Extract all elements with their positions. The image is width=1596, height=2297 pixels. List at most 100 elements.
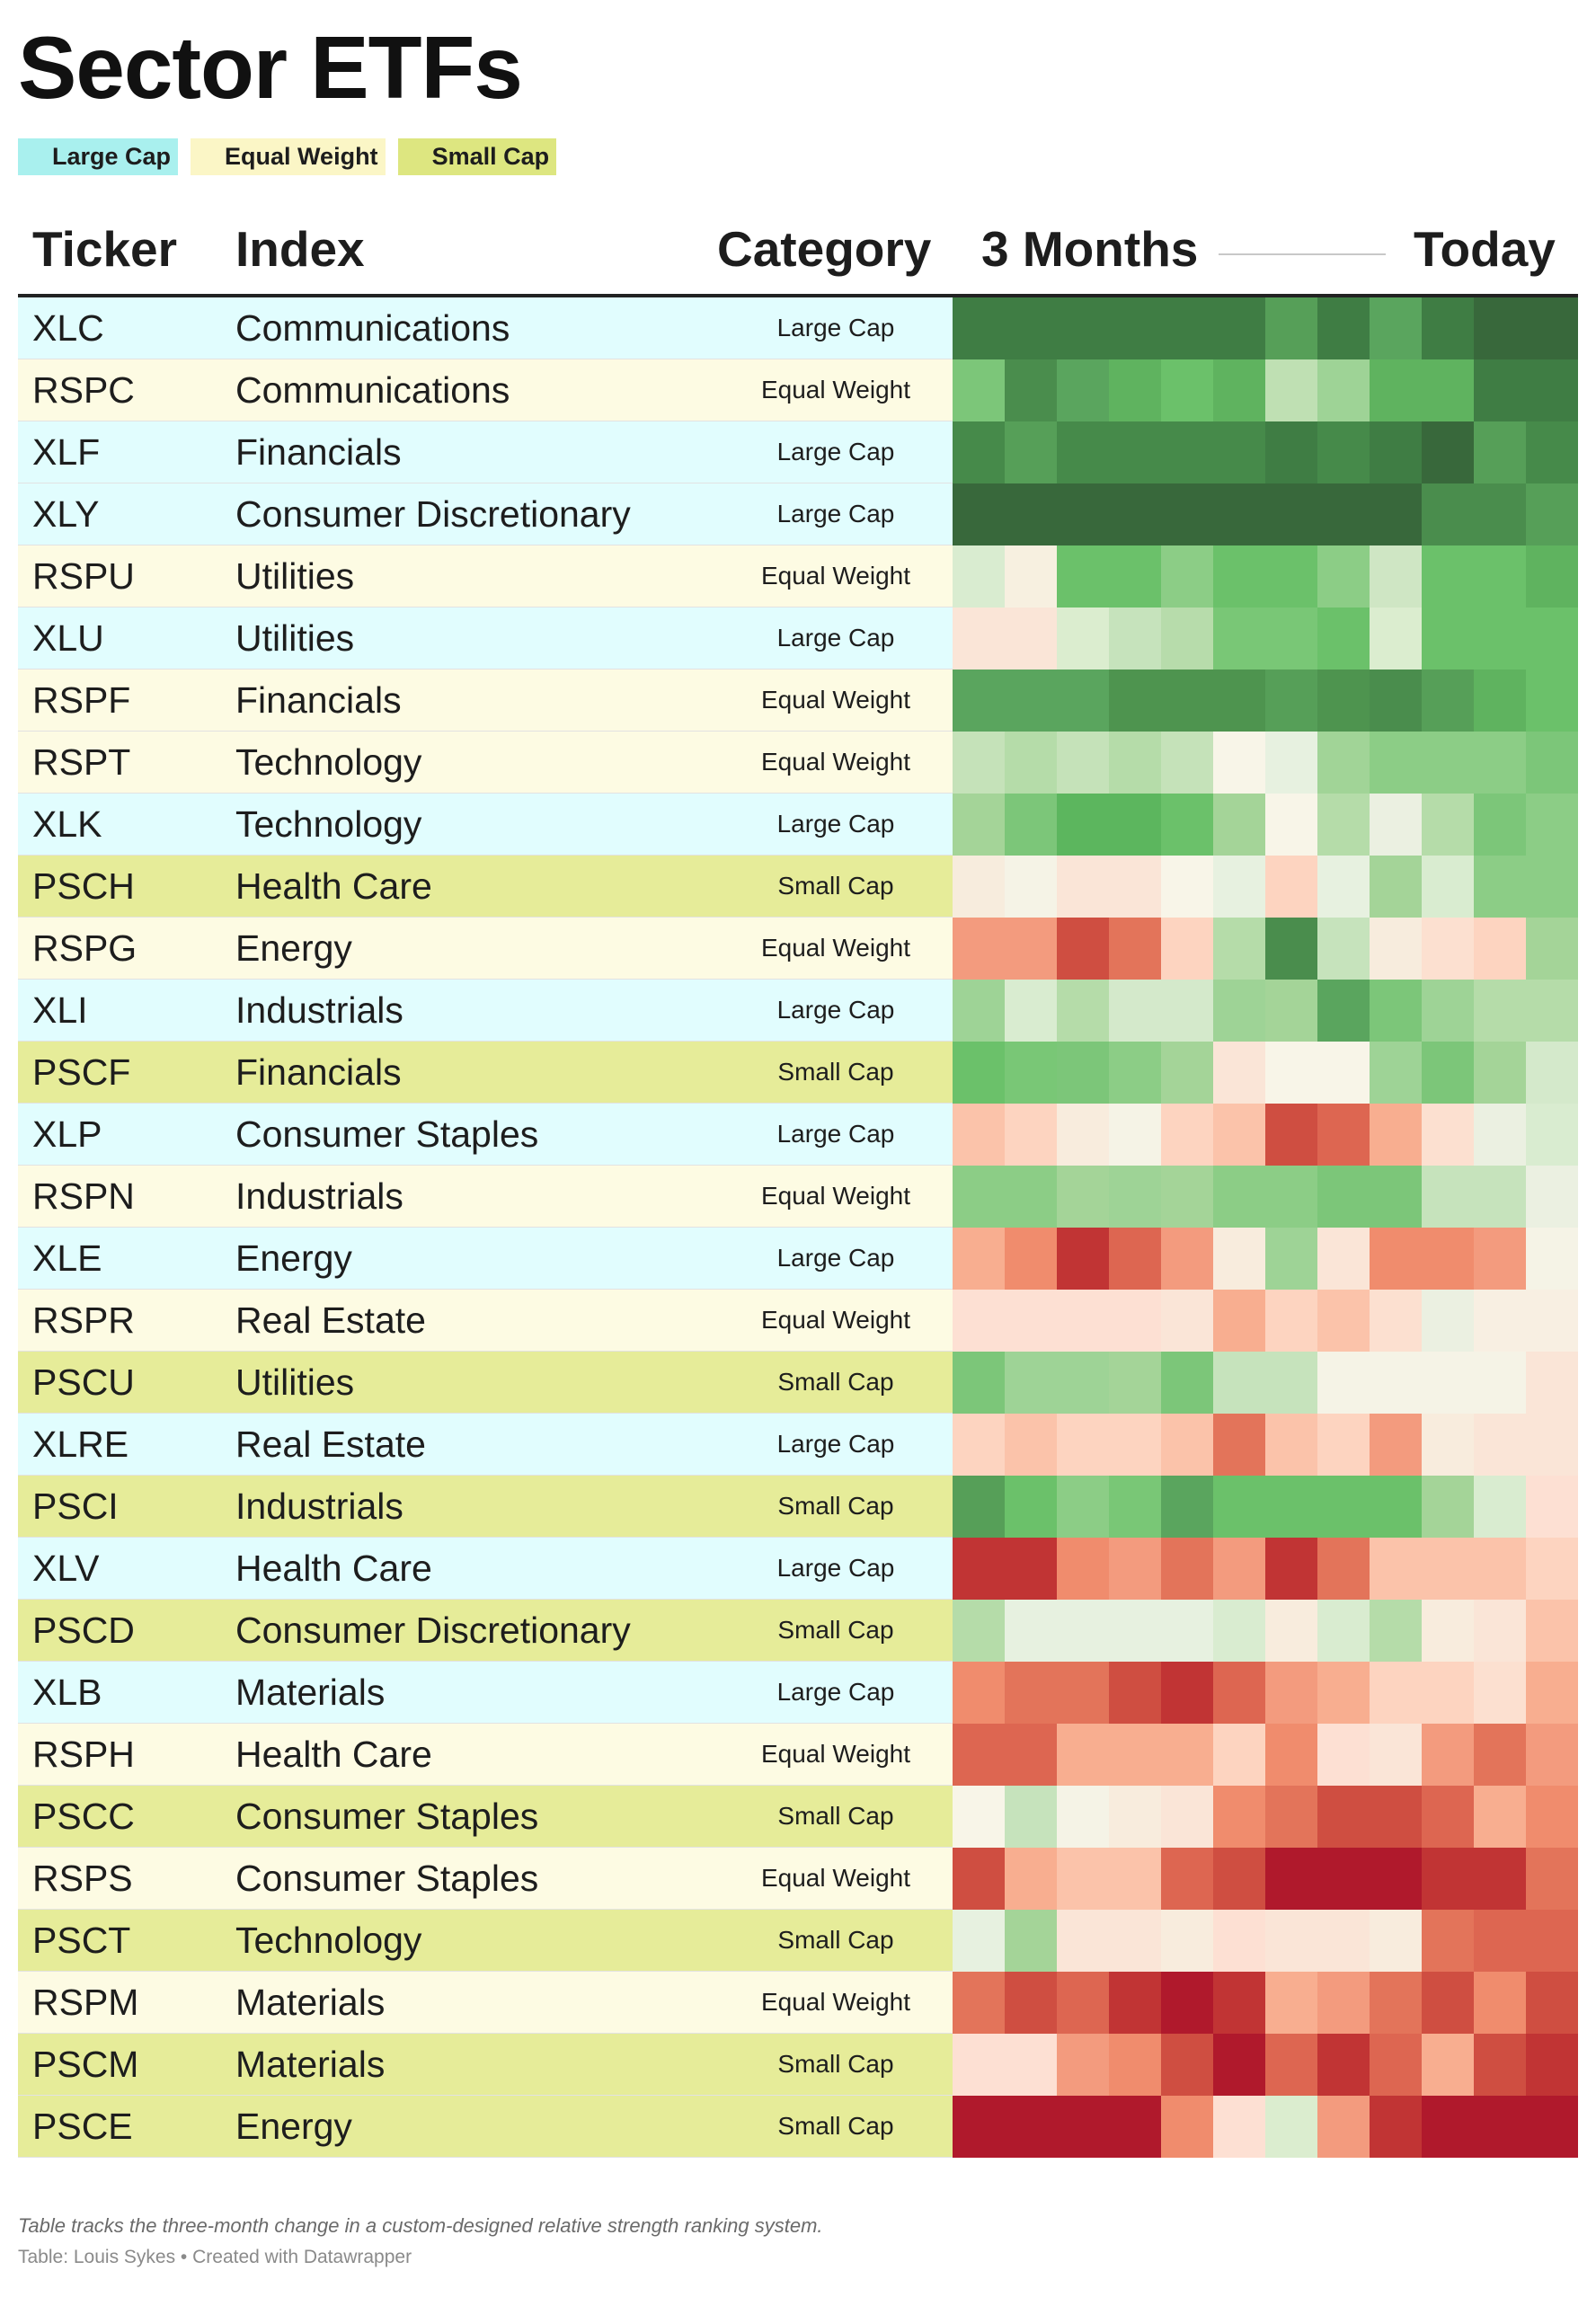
heatmap-cell [1474,608,1526,670]
heatmap-cell [1213,1104,1265,1166]
header-timeline-line [1219,253,1386,255]
heatmap-cell [1526,1290,1578,1352]
heatmap-cell [1213,1662,1265,1724]
heatmap-cells [953,670,1578,732]
category-cell: Small Cap [777,1368,894,1396]
heatmap-cell [953,670,1005,732]
heatmap-cell [1005,794,1057,856]
heatmap-cell [1265,1538,1317,1600]
heatmap-cell [1526,2034,1578,2096]
heatmap-cell [1526,732,1578,794]
heatmap-cell [1213,1724,1265,1786]
heatmap-cells [953,732,1578,794]
heatmap-cell [1109,1724,1161,1786]
table-row: RSPM Materials Equal Weight [18,1972,1578,2034]
category-cell: Large Cap [776,500,895,528]
index-cell: Communications [235,307,510,349]
heatmap-cell [1057,1600,1109,1662]
heatmap-cell [953,1786,1005,1848]
heatmap-cell [1317,980,1370,1042]
ticker-cell: RSPU [32,555,135,597]
heatmap-cells [953,2034,1578,2096]
heatmap-cell [1213,918,1265,980]
heatmap-cell [1370,1104,1422,1166]
header-category[interactable]: Category [717,221,932,277]
heatmap-cell [1526,1042,1578,1104]
row-info: RSPU Utilities Equal Weight [18,545,953,607]
heatmap-cell [953,1600,1005,1662]
heatmap-cell [1265,608,1317,670]
heatmap-cell [1161,1476,1213,1538]
heatmap-cells [953,1228,1578,1290]
heatmap-cell [1161,1600,1213,1662]
heatmap-cell [953,1476,1005,1538]
header-index[interactable]: Index [235,221,365,277]
heatmap-cell [1474,1910,1526,1972]
heatmap-cell [1526,1786,1578,1848]
index-cell: Technology [235,741,422,783]
heatmap-cell [1005,918,1057,980]
heatmap-cell [1370,980,1422,1042]
heatmap-cell [1005,421,1057,483]
heatmap-cell [1161,1104,1213,1166]
heatmap-cell [953,1662,1005,1724]
heatmap-cell [1474,1042,1526,1104]
heatmap-cell [953,732,1005,794]
row-info: XLP Consumer Staples Large Cap [18,1104,953,1165]
index-cell: Materials [235,2044,386,2085]
ticker-cell: XLE [32,1237,102,1279]
heatmap-cell [1161,918,1213,980]
heatmap-cell [1005,670,1057,732]
header-ticker[interactable]: Ticker [32,221,178,277]
heatmap-cell [1161,359,1213,421]
table-row: XLV Health Care Large Cap [18,1538,1578,1600]
heatmap-cell [953,297,1005,359]
heatmap-cell [1213,421,1265,483]
heatmap-cell [1317,1290,1370,1352]
index-cell: Industrials [235,1175,403,1217]
heatmap-cell [1109,1910,1161,1972]
heatmap-cells [953,421,1578,483]
table-row: XLK Technology Large Cap [18,794,1578,856]
heatmap-cell [1422,608,1474,670]
heatmap-cell [1213,1042,1265,1104]
heatmap-cell [1370,483,1422,545]
heatmap-cell [1474,980,1526,1042]
ticker-cell: XLK [32,803,102,845]
heatmap-cell [1109,918,1161,980]
ticker-cell: XLU [32,617,104,659]
heatmap-cell [1057,732,1109,794]
row-info: PSCE Energy Small Cap [18,2096,953,2157]
heatmap-cell [1370,732,1422,794]
heatmap-cell [1265,1228,1317,1290]
heatmap-cell [1422,2096,1474,2158]
heatmap-cell [1005,1662,1057,1724]
row-info: RSPM Materials Equal Weight [18,1972,953,2033]
heatmap-cell [953,1166,1005,1228]
table-row: RSPC Communications Equal Weight [18,359,1578,421]
heatmap-cell [953,1414,1005,1476]
row-info: RSPC Communications Equal Weight [18,359,953,421]
heatmap-cell [1422,1104,1474,1166]
heatmap-cell [1370,1414,1422,1476]
heatmap-cell [953,1290,1005,1352]
heatmap-cell [1005,359,1057,421]
heatmap-cell [1317,359,1370,421]
heatmap-cells [953,2096,1578,2158]
heatmap-cell [1317,1414,1370,1476]
heatmap-cell [1265,980,1317,1042]
heatmap-cell [1422,545,1474,608]
heatmap-cell [1005,1538,1057,1600]
heatmap-cell [1213,856,1265,918]
heatmap-cell [1057,1786,1109,1848]
heatmap-cell [953,483,1005,545]
ticker-cell: PSCC [32,1796,135,1837]
heatmap-cell [953,1042,1005,1104]
heatmap-cells [953,856,1578,918]
heatmap-cells [953,359,1578,421]
heatmap-cell [1422,1042,1474,1104]
header-rule [18,294,1578,297]
ticker-cell: PSCD [32,1610,135,1651]
heatmap-cell [1265,359,1317,421]
heatmap-cell [1265,545,1317,608]
